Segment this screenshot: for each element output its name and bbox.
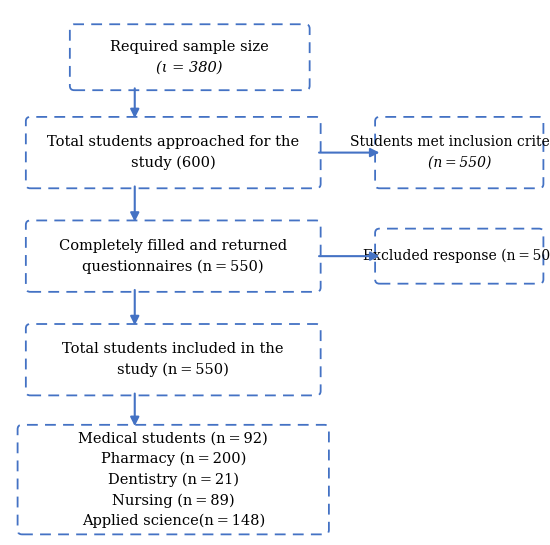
Text: Total students included in the: Total students included in the <box>63 342 284 356</box>
Text: questionnaires (n = 550): questionnaires (n = 550) <box>82 259 264 274</box>
Text: Students met inclusion criteria: Students met inclusion criteria <box>350 135 550 149</box>
Text: Dentistry (n = 21): Dentistry (n = 21) <box>108 473 239 487</box>
FancyBboxPatch shape <box>375 229 543 283</box>
Text: Required sample size: Required sample size <box>111 40 269 54</box>
FancyBboxPatch shape <box>18 425 329 534</box>
FancyBboxPatch shape <box>70 24 310 90</box>
Text: study (600): study (600) <box>131 156 216 170</box>
Text: Completely filled and returned: Completely filled and returned <box>59 239 287 253</box>
Text: Excluded response (n = 50): Excluded response (n = 50) <box>363 249 550 263</box>
Text: study (n = 550): study (n = 550) <box>117 363 229 377</box>
Text: (ι = 380): (ι = 380) <box>157 60 223 75</box>
Text: Medical students (n = 92): Medical students (n = 92) <box>78 431 268 445</box>
FancyBboxPatch shape <box>375 117 543 189</box>
Text: Nursing (n = 89): Nursing (n = 89) <box>112 493 234 507</box>
Text: Applied science(n = 148): Applied science(n = 148) <box>81 514 265 528</box>
Text: Total students approached for the: Total students approached for the <box>47 135 299 149</box>
FancyBboxPatch shape <box>26 117 321 189</box>
Text: Pharmacy (n = 200): Pharmacy (n = 200) <box>101 452 246 466</box>
FancyBboxPatch shape <box>26 220 321 292</box>
Text: (n = 550): (n = 550) <box>427 156 491 170</box>
FancyBboxPatch shape <box>26 324 321 395</box>
